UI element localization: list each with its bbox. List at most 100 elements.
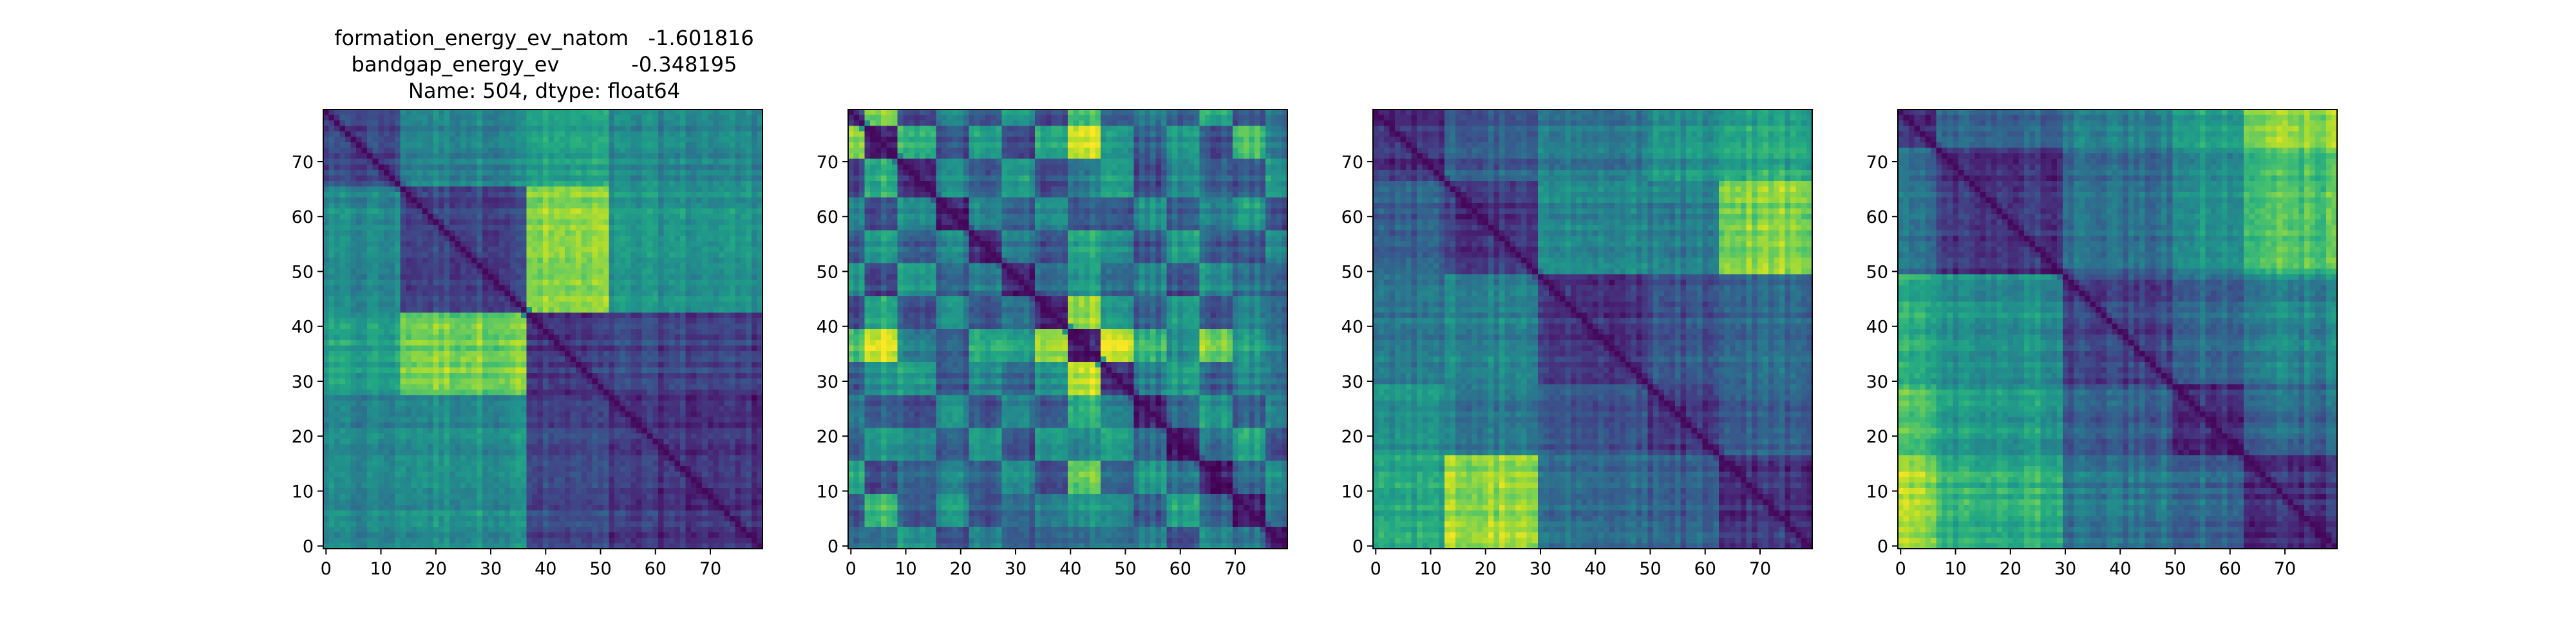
- heatmap-cell: [521, 126, 527, 132]
- heatmap-cell: [752, 126, 757, 132]
- heatmap-cell: [636, 312, 642, 318]
- heatmap-cell: [724, 279, 730, 285]
- heatmap-cell: [428, 131, 433, 137]
- heatmap-cell: [477, 252, 483, 258]
- heatmap-cell: [664, 236, 670, 242]
- heatmap-cell: [560, 351, 565, 357]
- heatmap-cell: [389, 203, 395, 209]
- heatmap-cell: [499, 390, 505, 395]
- heatmap-cell: [724, 242, 730, 247]
- heatmap-cell: [384, 417, 390, 422]
- heatmap-cell: [433, 373, 439, 379]
- heatmap-cell: [433, 307, 439, 313]
- heatmap-cell: [488, 373, 494, 379]
- heatmap-cell: [493, 439, 499, 445]
- heatmap-cell: [460, 203, 466, 209]
- heatmap-cell: [477, 395, 483, 401]
- heatmap-cell: [406, 279, 412, 285]
- heatmap-cell: [752, 422, 757, 428]
- heatmap-cell: [664, 373, 670, 379]
- heatmap-cell: [724, 142, 730, 148]
- heatmap-cell: [647, 379, 653, 384]
- heatmap-cell: [680, 131, 686, 137]
- heatmap-cell: [477, 340, 483, 346]
- heatmap-cell: [351, 318, 357, 324]
- heatmap-cell: [658, 340, 664, 346]
- heatmap-cell: [625, 412, 631, 417]
- heatmap-cell: [340, 247, 346, 252]
- heatmap-cell: [521, 175, 527, 181]
- heatmap-cell: [329, 323, 335, 329]
- heatmap-cell: [406, 214, 412, 220]
- heatmap-cell: [576, 186, 582, 192]
- heatmap-cell: [482, 444, 488, 450]
- heatmap-cell: [488, 401, 494, 406]
- heatmap-cell: [697, 170, 703, 176]
- heatmap-cell: [708, 208, 714, 214]
- heatmap-cell: [620, 307, 625, 313]
- heatmap-cell: [482, 335, 488, 341]
- heatmap-cell: [560, 164, 565, 170]
- heatmap-cell: [746, 390, 752, 395]
- heatmap-cell: [582, 274, 587, 280]
- heatmap-cell: [428, 406, 433, 412]
- heatmap-cell: [741, 252, 746, 258]
- heatmap-cell: [653, 368, 659, 374]
- heatmap-cell: [549, 170, 554, 176]
- heatmap-cell: [395, 153, 401, 159]
- heatmap-cell: [537, 242, 543, 247]
- heatmap-cell: [697, 346, 703, 352]
- heatmap-cell: [620, 329, 625, 335]
- heatmap-cell: [356, 220, 362, 225]
- heatmap-cell: [428, 401, 433, 406]
- heatmap-cell: [532, 351, 538, 357]
- heatmap-cell: [488, 384, 494, 390]
- heatmap-cell: [636, 148, 642, 154]
- heatmap-cell: [477, 390, 483, 395]
- heatmap-cell: [543, 301, 549, 307]
- heatmap-cell: [515, 406, 521, 412]
- heatmap-cell: [411, 412, 417, 417]
- heatmap-cell: [488, 357, 494, 363]
- heatmap-cell: [433, 225, 439, 231]
- heatmap-cell: [345, 197, 351, 203]
- heatmap-cell: [614, 126, 620, 132]
- heatmap-cell: [395, 290, 401, 296]
- heatmap-cell: [746, 126, 752, 132]
- heatmap-cell: [746, 236, 752, 242]
- heatmap-cell: [340, 351, 346, 357]
- heatmap-cell: [537, 120, 543, 126]
- heatmap-cell: [400, 346, 406, 352]
- heatmap-cell: [730, 301, 735, 307]
- heatmap-cell: [592, 346, 598, 352]
- heatmap-cell: [641, 115, 647, 121]
- heatmap-cell: [373, 290, 379, 296]
- heatmap-cell: [433, 395, 439, 401]
- heatmap-cell: [658, 335, 664, 341]
- heatmap-cell: [439, 148, 444, 154]
- heatmap-cell: [719, 220, 724, 225]
- heatmap-cell: [345, 120, 351, 126]
- heatmap-cell: [565, 263, 571, 269]
- heatmap-cell: [625, 285, 631, 291]
- heatmap-cell: [620, 279, 625, 285]
- heatmap-cell: [417, 351, 422, 357]
- heatmap-cell: [658, 384, 664, 390]
- heatmap-cell: [598, 115, 603, 121]
- heatmap-cell: [746, 170, 752, 176]
- heatmap-cell: [658, 181, 664, 187]
- heatmap-cell: [543, 109, 549, 115]
- heatmap-cell: [549, 153, 554, 159]
- heatmap-cell: [614, 159, 620, 165]
- heatmap-cell: [746, 373, 752, 379]
- heatmap-cell: [504, 290, 510, 296]
- heatmap-cell: [340, 126, 346, 132]
- heatmap-cell: [560, 406, 565, 412]
- heatmap-cell: [746, 401, 752, 406]
- heatmap-cell: [641, 203, 647, 209]
- heatmap-cell: [658, 417, 664, 422]
- heatmap-cell: [691, 307, 697, 313]
- heatmap-cell: [537, 126, 543, 132]
- heatmap-cell: [708, 379, 714, 384]
- heatmap-cell: [428, 126, 433, 132]
